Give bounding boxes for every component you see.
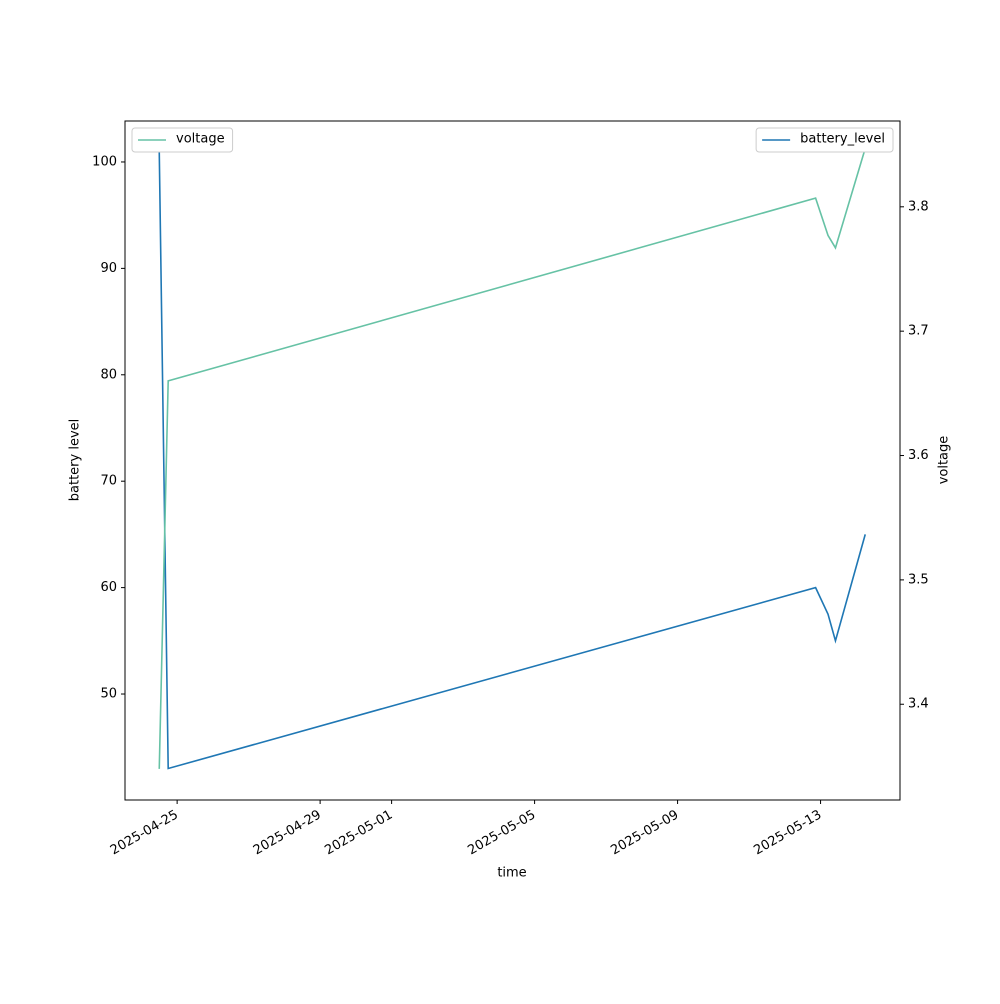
plot-frame xyxy=(124,120,901,801)
y-tick-label: 60 xyxy=(100,580,117,595)
legend-box xyxy=(755,127,894,153)
series-line xyxy=(158,148,867,769)
y2-tick-label: 3.6 xyxy=(908,448,929,463)
y2-tick-label: 3.5 xyxy=(908,572,929,587)
y-tick-label: 80 xyxy=(100,367,117,382)
y-axis-label: battery level xyxy=(68,419,83,502)
legend-box xyxy=(131,127,234,153)
y-tick-label: 50 xyxy=(100,687,117,702)
x-axis-label: time xyxy=(497,866,526,881)
y2-tick-label: 3.4 xyxy=(908,697,929,712)
x-tick-label: 2025-05-13 xyxy=(751,808,824,859)
y2-axis-label: voltage xyxy=(937,436,952,485)
x-tick-label: 2025-04-25 xyxy=(108,808,181,859)
y-tick-label: 70 xyxy=(100,474,117,489)
x-tick-label: 2025-04-29 xyxy=(251,808,324,859)
legend: voltage xyxy=(131,127,234,153)
y2-tick-label: 3.8 xyxy=(908,199,929,214)
x-tick-label: 2025-05-09 xyxy=(608,808,681,859)
legend: battery_level xyxy=(755,127,894,153)
series-line xyxy=(158,151,867,770)
legend-label: voltage xyxy=(176,132,225,147)
legend-label: battery_level xyxy=(800,132,885,147)
y-tick-label: 100 xyxy=(92,154,117,169)
y-tick-label: 90 xyxy=(100,261,117,276)
y2-tick-label: 3.7 xyxy=(908,324,929,339)
x-tick-label: 2025-05-05 xyxy=(465,808,538,859)
x-tick-label: 2025-05-01 xyxy=(322,808,395,859)
